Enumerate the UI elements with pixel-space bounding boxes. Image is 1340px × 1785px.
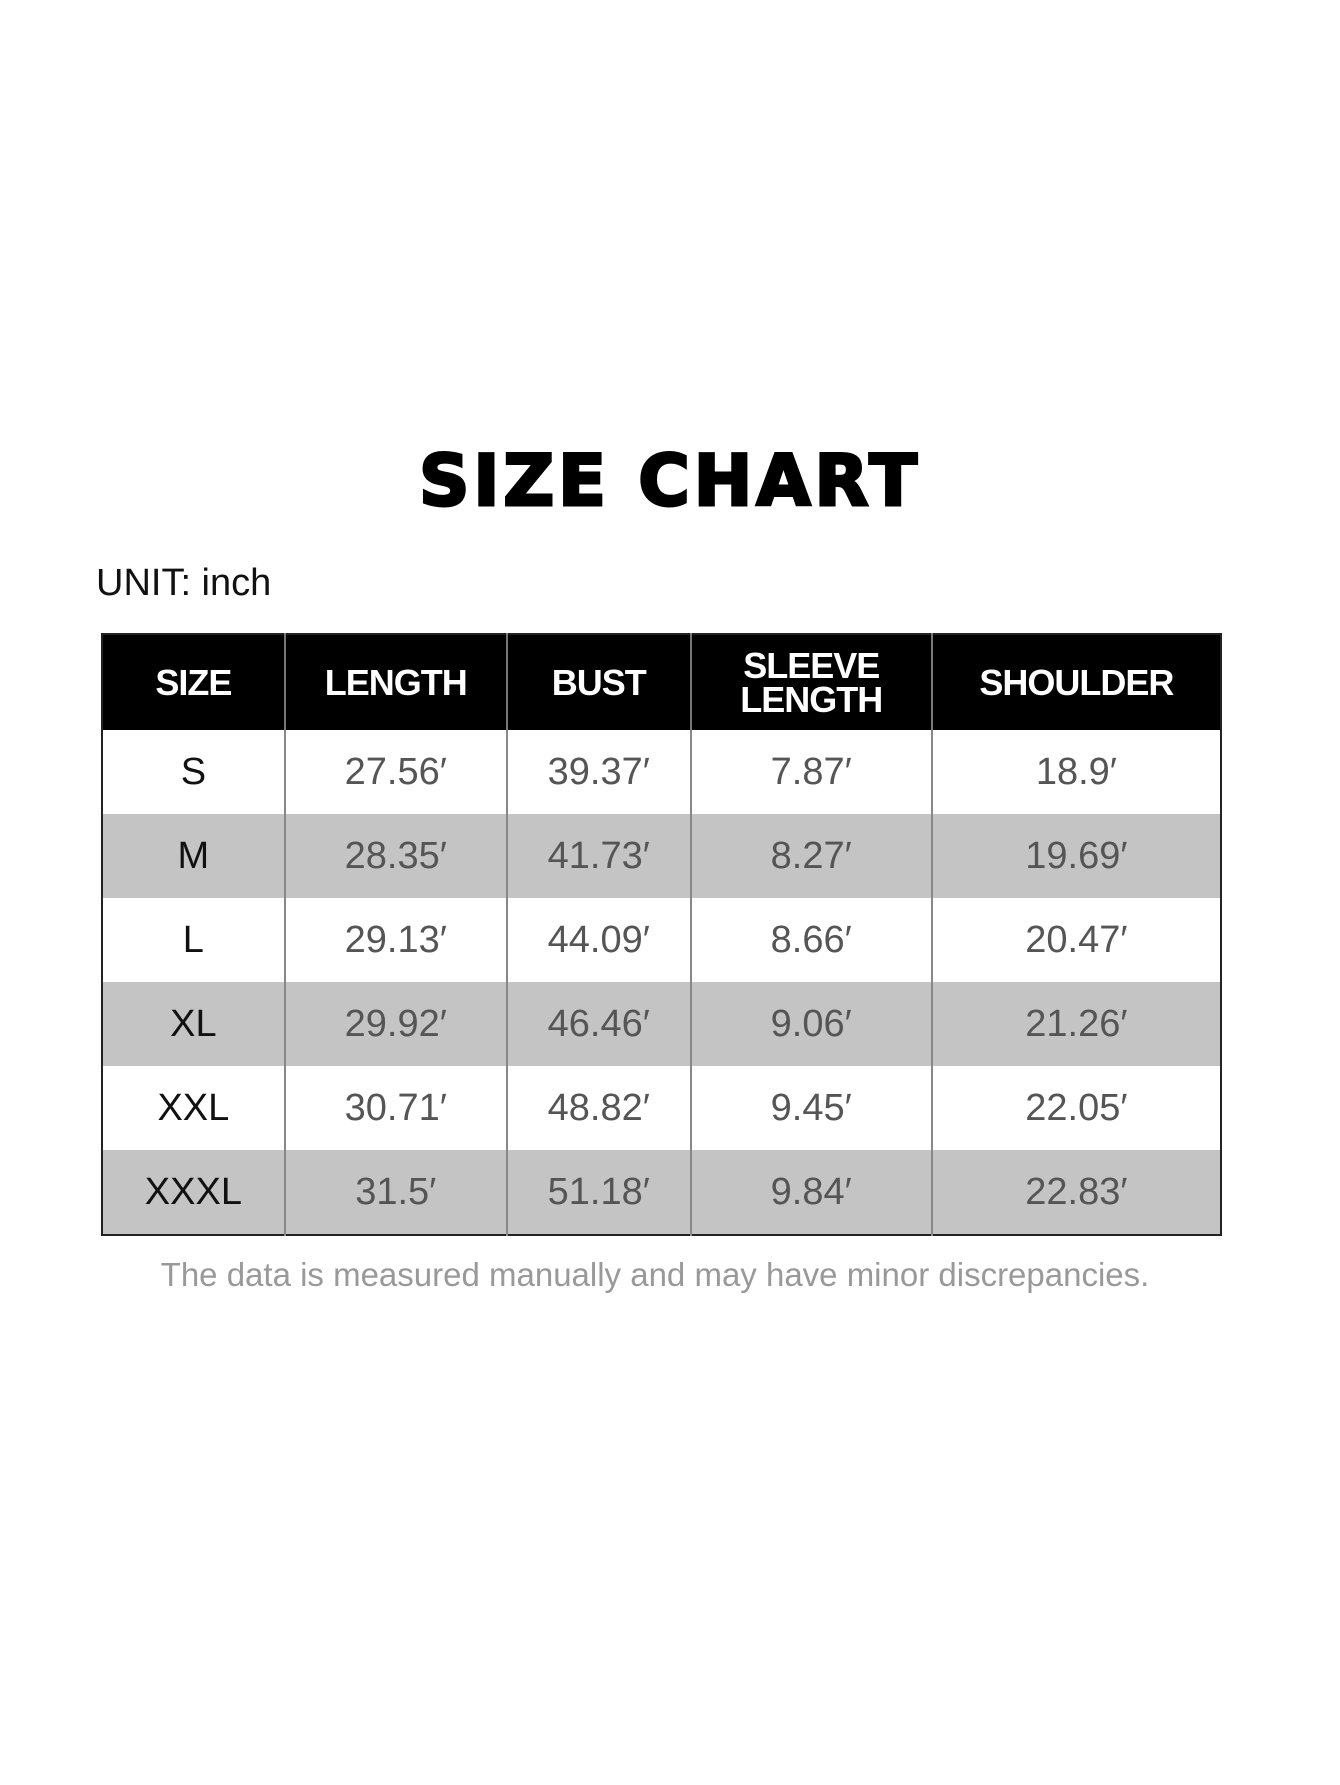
measurement-cell: 39.37′ (505, 730, 691, 814)
table-row: L 29.13′ 44.09′ 8.66′ 20.47′ (102, 898, 1221, 982)
size-cell: XXL (157, 1086, 230, 1129)
measurement-cell: 22.83′ (930, 1150, 1221, 1235)
measurement-cell: 41.73′ (505, 814, 691, 898)
table-row: XXXL 31.5′ 51.18′ 9.84′ 22.83′ (102, 1150, 1221, 1235)
measurement-cell: 46.46′ (505, 982, 691, 1066)
measurement-cell: 9.06′ (689, 982, 932, 1066)
size-cell: XXXL (102, 1150, 285, 1235)
measurement-cell: 27.56′ (283, 730, 507, 814)
column-header: SIZE (102, 634, 285, 730)
size-cell: XL (102, 982, 285, 1066)
table-row: M 28.35′ 41.73′ 8.27′ 19.69′ (102, 814, 1221, 898)
measurement-cell: 20.47′ (930, 898, 1221, 982)
table-row: XXL 30.71′ 48.82′ 9.45′ 22.05′ (102, 1066, 1221, 1150)
measurement-cell: 21.26′ (930, 982, 1221, 1066)
size-cell: L (182, 918, 204, 961)
measurement-cell: 22.05′ (930, 1066, 1221, 1150)
unit-label: UNIT: inch (96, 562, 272, 604)
column-header: BUST (505, 634, 691, 730)
measurement-cell: 29.92′ (283, 982, 507, 1066)
table-row: XL 29.92′ 46.46′ 9.06′ 21.26′ (102, 982, 1221, 1066)
size-table: SIZE LENGTH BUST SLEEVE LENGTH SHOULDER S 27.… (101, 633, 1222, 1236)
measurement-cell: 29.13′ (283, 898, 507, 982)
measurement-cell: 31.5′ (283, 1150, 507, 1235)
column-header: LENGTH (283, 634, 507, 730)
column-header: SHOULDER (930, 634, 1221, 730)
measurement-cell: 18.9′ (930, 730, 1221, 814)
measurement-cell: 28.35′ (283, 814, 507, 898)
column-header: SLEEVE LENGTH (689, 634, 932, 730)
measurement-cell: 7.87′ (689, 730, 932, 814)
header-row: SIZE LENGTH BUST SLEEVE LENGTH SHOULDER (102, 634, 1221, 730)
measurement-cell: 48.82′ (505, 1066, 691, 1150)
measurement-cell: 19.69′ (930, 814, 1221, 898)
page-title: SIZE CHART (417, 439, 922, 524)
measurement-cell: 9.45′ (689, 1066, 932, 1150)
disclaimer-note: The data is measured manually and may ha… (160, 1256, 1150, 1293)
measurement-cell: 51.18′ (505, 1150, 691, 1235)
measurement-cell: 9.84′ (689, 1150, 932, 1235)
size-cell: S (180, 750, 207, 793)
measurement-cell: 8.66′ (689, 898, 932, 982)
table-row: S 27.56′ 39.37′ 7.87′ 18.9′ (102, 730, 1221, 814)
measurement-cell: 30.71′ (283, 1066, 507, 1150)
size-cell: M (102, 814, 285, 898)
measurement-cell: 8.27′ (689, 814, 932, 898)
measurement-cell: 44.09′ (505, 898, 691, 982)
